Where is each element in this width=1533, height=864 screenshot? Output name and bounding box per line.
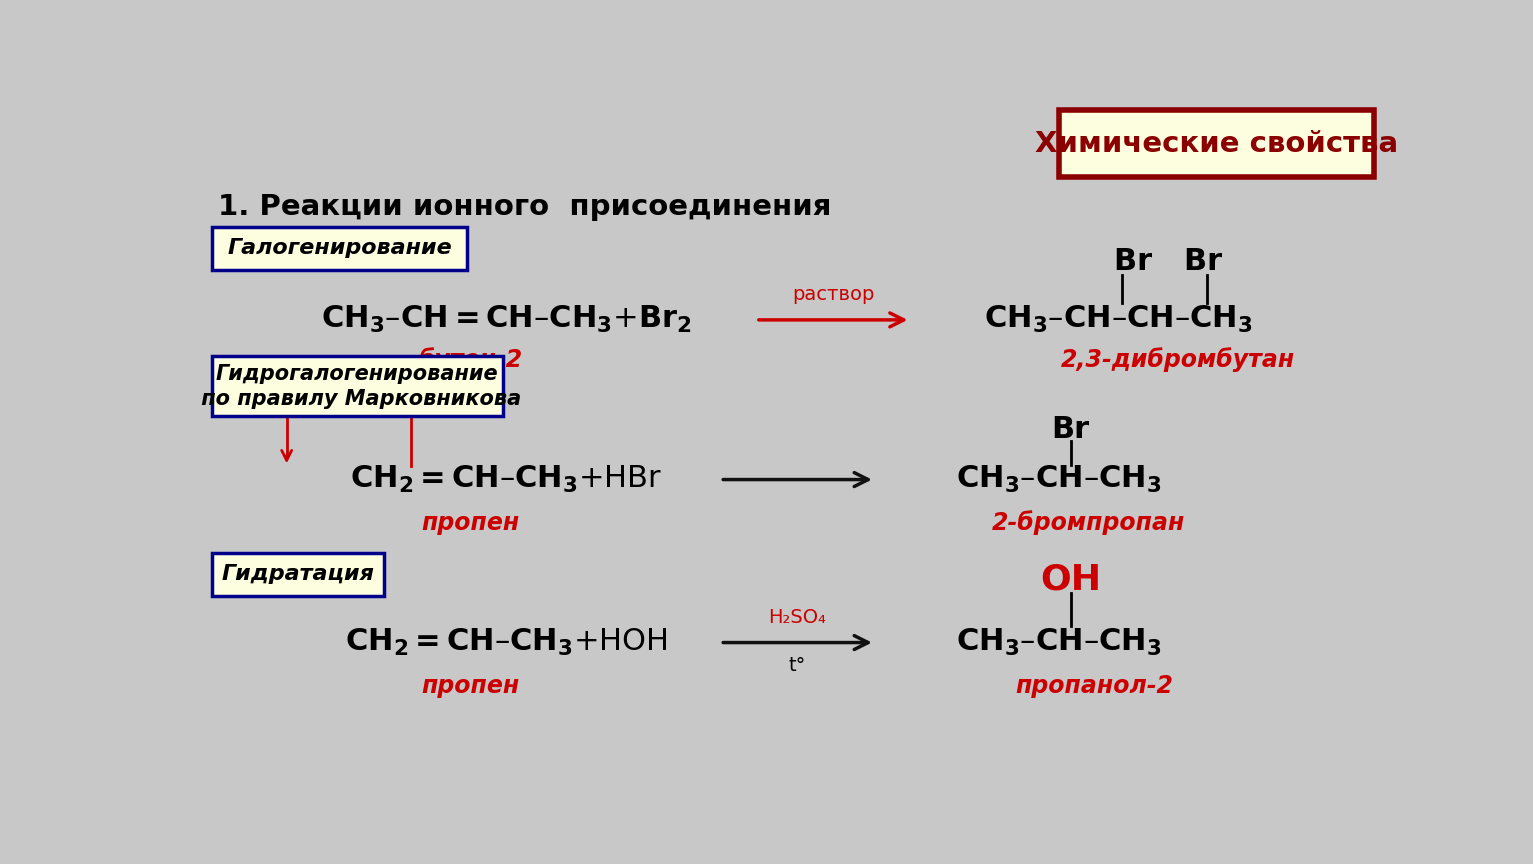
Text: t°: t° <box>789 657 806 676</box>
FancyBboxPatch shape <box>212 226 468 270</box>
Text: пропен: пропен <box>422 674 520 698</box>
Text: $\mathbf{CH_3}$–$\mathbf{CH}$–$\mathbf{CH_3}$: $\mathbf{CH_3}$–$\mathbf{CH}$–$\mathbf{C… <box>957 464 1162 495</box>
Text: H₂SO₄: H₂SO₄ <box>768 607 826 626</box>
Text: Гидрогалогенирование
 по правилу Марковникова: Гидрогалогенирование по правилу Марковни… <box>193 364 521 409</box>
Text: 2,3-дибромбутан: 2,3-дибромбутан <box>1061 347 1295 372</box>
Text: Br: Br <box>1052 416 1090 444</box>
FancyBboxPatch shape <box>212 553 385 596</box>
Text: 1. Реакции ионного  присоединения: 1. Реакции ионного присоединения <box>218 193 831 221</box>
Text: пропен: пропен <box>422 511 520 535</box>
Text: $\mathbf{CH_2{=}CH}$–$\mathbf{CH_3}$+HBr: $\mathbf{CH_2{=}CH}$–$\mathbf{CH_3}$+HBr <box>351 464 662 495</box>
Text: Химические свойства: Химические свойства <box>1035 130 1398 157</box>
Text: Br   Br: Br Br <box>1114 247 1222 276</box>
Text: $\mathbf{CH_3}$–$\mathbf{CH}$–$\mathbf{CH}$–$\mathbf{CH_3}$: $\mathbf{CH_3}$–$\mathbf{CH}$–$\mathbf{C… <box>984 304 1252 335</box>
Text: бутен-2: бутен-2 <box>419 347 523 372</box>
Text: пропанол-2: пропанол-2 <box>1015 674 1174 698</box>
FancyBboxPatch shape <box>1059 111 1374 177</box>
Text: Галогенирование: Галогенирование <box>227 238 452 258</box>
Text: OH: OH <box>1041 562 1101 596</box>
Text: Гидратация: Гидратация <box>222 564 374 584</box>
Text: раствор: раствор <box>793 285 874 304</box>
Text: $\mathbf{CH_3}$–$\mathbf{CH}$–$\mathbf{CH_3}$: $\mathbf{CH_3}$–$\mathbf{CH}$–$\mathbf{C… <box>957 627 1162 658</box>
Text: $\mathbf{CH_2{=}CH}$–$\mathbf{CH_3}$+HOH: $\mathbf{CH_2{=}CH}$–$\mathbf{CH_3}$+HOH <box>345 627 668 658</box>
Text: 2-бромпропан: 2-бромпропан <box>992 511 1185 535</box>
Text: $\mathbf{CH_3}$–$\mathbf{CH{=}CH}$–$\mathbf{CH_3}$+$\mathbf{Br_2}$: $\mathbf{CH_3}$–$\mathbf{CH{=}CH}$–$\mat… <box>320 304 691 335</box>
FancyBboxPatch shape <box>212 357 503 416</box>
